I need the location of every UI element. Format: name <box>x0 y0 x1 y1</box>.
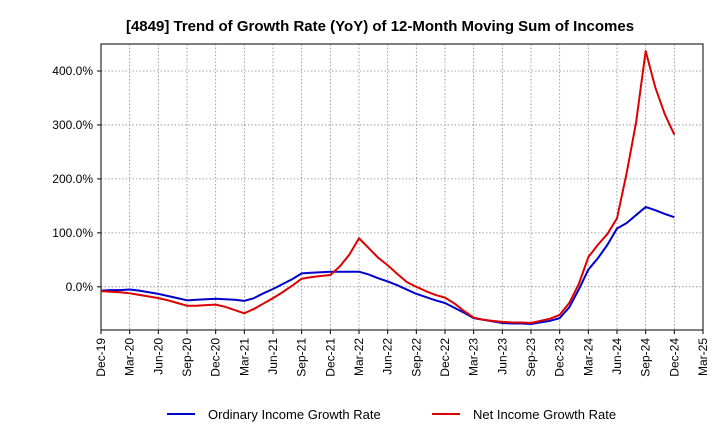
y-tick-label: 200.0% <box>52 172 93 186</box>
x-tick-label: Mar-21 <box>237 338 251 376</box>
x-tick-label: Sep-24 <box>639 338 653 377</box>
x-tick-label: Jun-23 <box>495 338 509 375</box>
series-line-1 <box>100 50 676 324</box>
x-tick-label: Sep-20 <box>180 338 194 377</box>
x-tick-label: Sep-22 <box>409 338 423 377</box>
legend-label-ordinary-income: Ordinary Income Growth Rate <box>208 407 381 422</box>
x-tick-label: Jun-20 <box>151 338 165 375</box>
x-tick-label: Dec-22 <box>438 338 452 377</box>
legend: Ordinary Income Growth Rate Net Income G… <box>167 407 616 422</box>
x-tick-label: Dec-24 <box>667 338 681 377</box>
series-lines <box>100 50 676 326</box>
x-tick-label: Mar-23 <box>467 338 481 376</box>
x-tick-label: Dec-23 <box>553 338 567 377</box>
y-tick-label: 0.0% <box>66 280 94 294</box>
y-axis: 0.0% 100.0% 200.0% 300.0% 400.0% <box>52 64 101 294</box>
x-tick-label: Jun-24 <box>610 338 624 375</box>
x-tick-label: Sep-23 <box>524 338 538 377</box>
x-tick-label: Mar-24 <box>581 338 595 376</box>
plot-frame <box>100 43 704 331</box>
x-tick-label: Mar-22 <box>352 338 366 376</box>
x-tick-label: Sep-21 <box>295 338 309 377</box>
legend-label-net-income: Net Income Growth Rate <box>473 407 616 422</box>
x-tick-label: Mar-25 <box>696 338 710 376</box>
y-tick-label: 300.0% <box>52 118 93 132</box>
x-tick-label: Mar-20 <box>123 338 137 376</box>
y-tick-label: 100.0% <box>52 226 93 240</box>
chart-title: [4849] Trend of Growth Rate (YoY) of 12-… <box>126 18 634 35</box>
x-tick-label: Dec-19 <box>94 338 108 377</box>
y-tick-label: 400.0% <box>52 64 93 78</box>
x-axis: Dec-19 Mar-20 Jun-20 Sep-20 Dec-20 Mar-21 Jun-… <box>94 330 710 377</box>
x-tick-label: Jun-22 <box>381 338 395 375</box>
series-line-0 <box>100 205 675 326</box>
x-tick-label: Dec-20 <box>209 338 223 377</box>
x-tick-label: Jun-21 <box>266 338 280 375</box>
x-tick-label: Dec-21 <box>323 338 337 377</box>
plot-area <box>101 44 703 330</box>
